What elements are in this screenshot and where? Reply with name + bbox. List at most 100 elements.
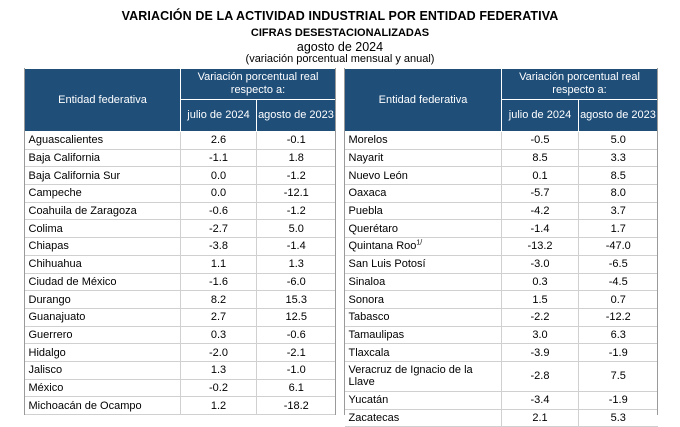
entity-cell: Guerrero — [24, 326, 181, 345]
table-row: Baja California Sur 0.0 -1.2 — [24, 166, 336, 186]
entity-name: Tamaulipas — [348, 328, 405, 341]
july-2024-value: -4.2 — [501, 202, 579, 221]
table-row: Colima -2.7 5.0 — [24, 219, 336, 239]
july-2024-value: 0.0 — [180, 166, 257, 186]
units-note: (variación porcentual mensual y anual) — [245, 53, 435, 65]
entity-name: Guanajuato — [28, 311, 86, 324]
table-row: Sonora 1.5 0.7 — [344, 290, 658, 309]
entity-name: Tabasco — [348, 311, 390, 324]
entity-name: Campeche — [28, 187, 82, 200]
right-data-table: Entidad federativa Variación porcentual … — [344, 68, 658, 427]
entity-cell: Ciudad de México — [24, 273, 181, 292]
table-row: Hidalgo -2.0 -2.1 — [24, 343, 336, 362]
table-row: Morelos -0.5 5.0 — [344, 131, 658, 150]
table-row: Yucatán -3.4 -1.9 — [344, 391, 658, 410]
august-2023-value: -1.0 — [256, 361, 336, 380]
entity-cell: Jalisco — [24, 361, 181, 380]
august-2023-value: -1.9 — [578, 343, 658, 362]
july-2024-value: -2.0 — [180, 343, 257, 362]
entity-cell: Quintana Roo1/ — [344, 237, 502, 256]
august-2023-value: -0.1 — [256, 131, 336, 150]
entity-name: Veracruz de Ignacio de la Llave — [348, 364, 473, 389]
entity-cell: Morelos — [344, 131, 502, 150]
july-2024-value: 1.3 — [180, 361, 257, 380]
july-2024-value: 1.1 — [180, 255, 257, 274]
entity-name: Zacatecas — [348, 411, 400, 424]
table-row: Tamaulipas 3.0 6.3 — [344, 326, 658, 345]
entity-name: Sonora — [348, 293, 384, 306]
august-2023-value: 6.3 — [578, 326, 658, 345]
entity-name: Hidalgo — [28, 346, 66, 359]
july-2024-value: -2.8 — [501, 361, 579, 392]
table-row: Quintana Roo1/-13.2 -47.0 — [344, 237, 658, 256]
entity-name: Guerrero — [28, 328, 73, 341]
august-2023-value: 15.3 — [256, 290, 336, 309]
july-2024-value: 8.2 — [180, 290, 257, 309]
august-2023-value: 12.5 — [256, 308, 336, 327]
july-2024-value: 1.5 — [501, 290, 579, 309]
entity-name: Baja California — [28, 152, 101, 165]
entity-cell: Tlaxcala — [344, 343, 502, 362]
august-2023-value: 5.0 — [578, 131, 658, 150]
entity-cell: México — [24, 379, 181, 398]
july-2024-value: -3.0 — [501, 255, 579, 274]
july-2024-column-header: julio de 2024 — [180, 98, 257, 133]
entity-cell: Oaxaca — [344, 184, 502, 203]
july-2024-value: -1.4 — [501, 219, 579, 239]
entity-name: México — [28, 381, 64, 394]
july-2024-value: 0.3 — [501, 273, 579, 292]
entity-column-header: Entidad federativa — [344, 68, 502, 132]
entity-name: Colima — [28, 222, 63, 235]
table-row: Ciudad de México -1.6 -6.0 — [24, 273, 336, 292]
entity-cell: Coahuila de Zaragoza — [24, 202, 181, 221]
table-row: Jalisco 1.3 -1.0 — [24, 361, 336, 380]
table-row: Coahuila de Zaragoza -0.6 -1.2 — [24, 202, 336, 221]
table-row: Guanajuato 2.7 12.5 — [24, 308, 336, 327]
entity-cell: Chihuahua — [24, 255, 181, 274]
entity-name: Chiapas — [28, 240, 69, 253]
entity-name: Michoacán de Ocampo — [28, 399, 142, 412]
table-row: Sinaloa 0.3 -4.5 — [344, 273, 658, 292]
variation-group-header: Variación porcentual real respecto a: — [501, 68, 658, 100]
july-2024-value: 3.0 — [501, 326, 579, 345]
entity-cell: Nuevo León — [344, 166, 502, 186]
august-2023-value: 1.3 — [256, 255, 336, 274]
august-2023-value: -12.2 — [578, 308, 658, 327]
entity-name: Morelos — [348, 134, 388, 147]
august-2023-value: -2.1 — [256, 343, 336, 362]
footnote-marker: 1/ — [416, 239, 423, 247]
entity-cell: Chiapas — [24, 237, 181, 256]
entity-cell: Baja California Sur — [24, 166, 181, 186]
table-row: Nuevo León 0.1 8.5 — [344, 166, 658, 186]
right-table-body: Morelos -0.5 5.0 Nayarit 8.5 3.3 Nuevo León 0.1… — [344, 131, 658, 427]
document-subtitle: CIFRAS DESESTACIONALIZADAS — [250, 27, 430, 39]
august-2023-value: 8.5 — [578, 166, 658, 186]
entity-cell: Durango — [24, 290, 181, 309]
july-2024-value: -5.7 — [501, 184, 579, 203]
table-row: Aguascalientes 2.6 -0.1 — [24, 131, 336, 150]
entity-cell: Nayarit — [344, 149, 502, 168]
table-row: Nayarit 8.5 3.3 — [344, 149, 658, 168]
table-row: Baja California -1.1 1.8 — [24, 149, 336, 168]
entity-cell: Querétaro — [344, 219, 502, 239]
table-row: Tlaxcala -3.9 -1.9 — [344, 343, 658, 362]
august-2023-value: -47.0 — [578, 237, 658, 256]
entity-column-header: Entidad federativa — [24, 68, 181, 132]
entity-name: Puebla — [348, 205, 383, 218]
entity-cell: Michoacán de Ocampo — [24, 396, 181, 415]
july-2024-value: -3.8 — [180, 237, 257, 256]
august-2023-value: 3.7 — [578, 202, 658, 221]
august-2023-value: 0.7 — [578, 290, 658, 309]
august-2023-value: -1.2 — [256, 166, 336, 186]
august-2023-value: 1.7 — [578, 219, 658, 239]
july-2024-value: 1.2 — [180, 396, 257, 415]
left-data-table: Entidad federativa Variación porcentual … — [24, 68, 336, 415]
entity-cell: Sonora — [344, 290, 502, 309]
table-row: Zacatecas 2.1 5.3 — [344, 409, 658, 427]
july-2024-value: -3.4 — [501, 391, 579, 410]
july-2024-value: 0.0 — [180, 184, 257, 203]
july-2024-value: 2.7 — [180, 308, 257, 327]
table-row: Chiapas -3.8 -1.4 — [24, 237, 336, 256]
entity-name: Yucatán — [348, 394, 389, 407]
july-2024-value: 0.3 — [180, 326, 257, 345]
